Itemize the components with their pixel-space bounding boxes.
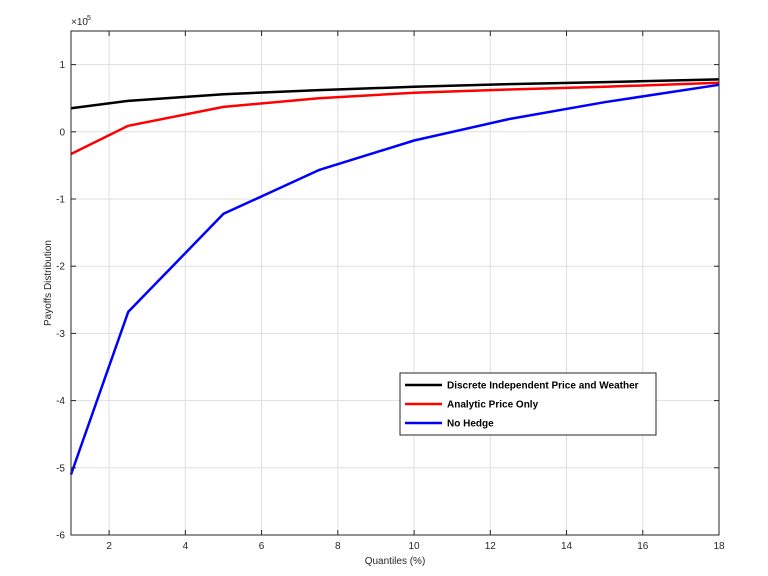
x-tick-label: 4 xyxy=(183,541,189,552)
y-tick-label: -4 xyxy=(56,396,65,407)
series-lines xyxy=(69,78,720,475)
x-tick-label: 12 xyxy=(485,541,497,552)
y-tick-label: 0 xyxy=(59,127,65,138)
series-line-1 xyxy=(70,81,720,156)
x-tick-label: 10 xyxy=(408,541,420,552)
y-tick-label: -5 xyxy=(56,463,65,474)
axis-ticks: 2 4 6 8 10 12 14 16 18 -6 -5 -4 -3 -2 -1 0 1 xyxy=(56,31,725,552)
x-tick-label: 8 xyxy=(335,541,341,552)
y-tick-label: -1 xyxy=(56,195,65,206)
legend: Discrete Independent Price and Weather A… xyxy=(399,372,657,436)
x-axis-label: Quantiles (%) xyxy=(365,556,426,567)
series-line-0 xyxy=(70,78,720,110)
x-tick-label: 14 xyxy=(561,541,573,552)
y-axis-multiplier: ×10 5 xyxy=(71,15,91,28)
y-tick-label: 1 xyxy=(59,60,65,71)
y-multiplier-base: ×10 xyxy=(71,17,88,28)
y-tick-label: -2 xyxy=(56,262,65,273)
y-tick-label: -6 xyxy=(56,531,65,542)
plot-area xyxy=(71,31,719,535)
legend-box xyxy=(399,372,657,436)
x-tick-label: 6 xyxy=(259,541,265,552)
x-tick-label: 2 xyxy=(106,541,112,552)
y-tick-label: -3 xyxy=(56,329,65,340)
series-line-2 xyxy=(69,83,720,475)
y-multiplier-exponent: 5 xyxy=(87,15,91,22)
plot-frame xyxy=(70,30,720,536)
legend-entry-discrete: Discrete Independent Price and Weather xyxy=(447,381,639,392)
legend-entry-no-hedge: No Hedge xyxy=(447,419,494,430)
legend-entry-analytic: Analytic Price Only xyxy=(447,400,539,411)
y-axis-label: Payoffs Distribution xyxy=(43,240,54,326)
x-tick-label: 18 xyxy=(713,541,725,552)
x-tick-label: 16 xyxy=(637,541,649,552)
